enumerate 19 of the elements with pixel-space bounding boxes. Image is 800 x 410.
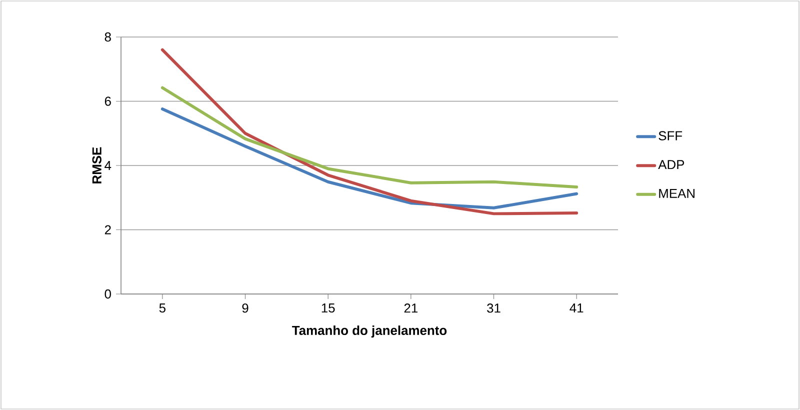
x-tick-label: 9	[242, 304, 248, 313]
x-axis-title: Tamanho do janelamento	[292, 326, 447, 338]
y-axis-title: RMSE	[92, 147, 102, 184]
x-tick-label: 41	[570, 304, 584, 312]
y-tick-label: 0	[104, 289, 111, 299]
legend-label: ADP	[658, 160, 684, 170]
y-tick-label: 4	[104, 161, 112, 170]
y-tick-label: 8	[104, 32, 111, 42]
x-tick-label: 31	[487, 304, 500, 313]
line-series	[160, 107, 578, 210]
y-tick-label: 2	[104, 225, 111, 234]
x-tick-label: 15	[322, 304, 335, 313]
legend-label: SFF	[658, 131, 682, 140]
line-series	[160, 86, 578, 189]
legend-label: MEAN	[659, 188, 694, 198]
x-tick-label: 5	[159, 304, 166, 313]
y-tick-label: 6	[104, 96, 111, 106]
x-tick-label: 21	[404, 304, 418, 313]
line-series	[160, 48, 578, 216]
